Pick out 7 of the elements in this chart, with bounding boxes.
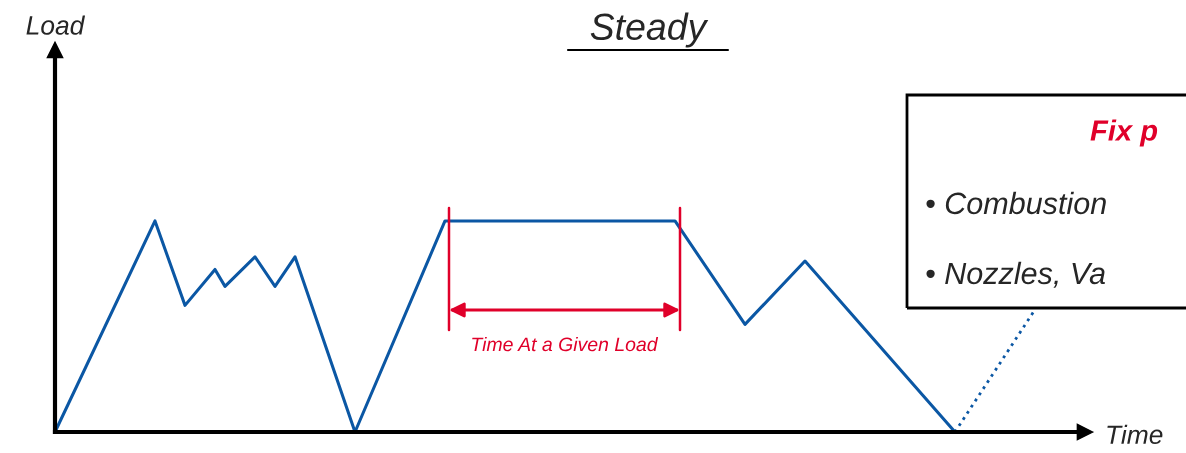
x-axis-title: Time xyxy=(1107,424,1163,445)
text: Fix p xyxy=(1090,119,1158,147)
annotation: • Nozzles, Va xyxy=(926,261,1106,288)
text: Load xyxy=(26,15,86,35)
annotation: Time At a Given Load xyxy=(472,336,659,352)
chart-title: Steady xyxy=(590,12,709,48)
text: • Combustion xyxy=(926,191,1106,215)
